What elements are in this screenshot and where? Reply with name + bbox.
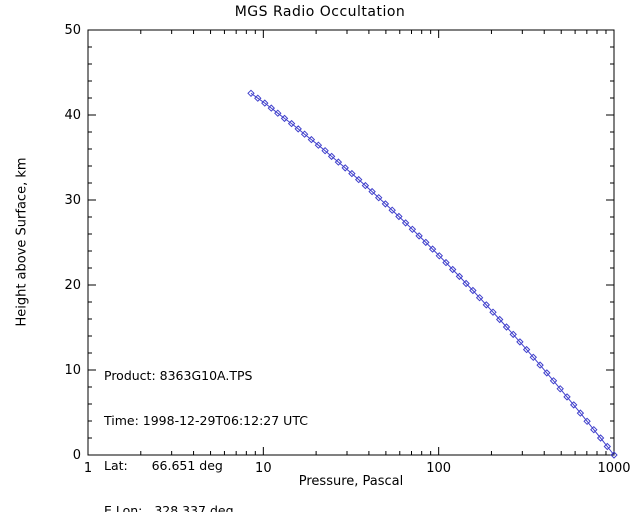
data-marker [556,385,564,393]
annotation-line-elon: E Lon: 328.337 deg [104,503,234,512]
y-tick-label: 10 [64,363,81,378]
data-marker [267,104,276,112]
data-marker [415,232,423,240]
data-marker [509,330,517,339]
data-marker [334,158,343,166]
data-marker [247,89,255,98]
chart-title: MGS Radio Occultation [234,4,406,20]
annotation-line-lat: Lat: 66.651 deg [104,458,223,473]
y-tick-label: 20 [64,278,81,293]
data-marker [280,114,289,123]
data-marker [603,442,612,451]
y-tick-label: 50 [64,23,81,38]
data-marker [381,200,390,208]
data-marker [327,152,336,161]
data-marker [368,187,376,196]
y-tick-label: 40 [64,108,81,123]
data-marker [274,109,282,117]
data-marker [576,409,585,417]
x-tick-label: 10 [255,461,272,476]
plot-frame [87,29,615,456]
annotation-line-time: Time: 1998-12-29T06:12:27 UTC [104,413,308,428]
x-tick-label: 100 [426,461,451,476]
data-marker [354,175,363,184]
data-marker [610,451,618,459]
data-line [250,92,615,456]
y-axis-label: Height above Surface, km [14,157,30,327]
data-marker [261,99,269,107]
y-tick-label: 0 [73,448,81,463]
data-marker [254,94,262,102]
data-marker [502,323,511,331]
data-marker [549,377,558,385]
x-axis-label: Pressure, Pascal [298,474,404,489]
data-marker [395,212,403,221]
data-marker [529,353,538,362]
data-marker [536,361,544,369]
data-marker [522,345,531,354]
data-marker [321,146,329,155]
data-marker [307,135,316,144]
data-marker [435,252,444,260]
data-marker [482,301,491,309]
data-marker [563,393,571,401]
data-marker [495,315,504,324]
data-marker [287,119,296,128]
data-marker [442,258,450,267]
data-marker [294,125,302,133]
data-marker [428,245,437,253]
data-marker [596,434,605,442]
data-marker [341,164,349,172]
data-marker [569,401,578,409]
data-marker [543,369,551,377]
data-marker [455,272,464,281]
y-tick-label: 30 [64,193,81,208]
data-marker [516,338,524,346]
data-marker [448,265,457,274]
data-marker [401,219,410,227]
data-marker [489,308,497,316]
data-marker [300,130,309,138]
data-marker [348,169,356,178]
x-tick-label: 1 [84,461,92,476]
annotation-block: Product: 8363G10A.TPS Time: 1998-12-29T0… [104,338,308,512]
data-marker [469,286,477,295]
data-marker [583,417,591,426]
data-marker [475,293,484,302]
data-marker [590,425,598,434]
x-tick-label: 1000 [597,461,630,476]
data-marker [462,279,470,288]
data-marker [361,181,370,190]
data-marker [408,225,417,234]
data-marker [374,193,383,202]
data-marker [388,206,396,214]
data-marker [314,141,323,149]
annotation-line-product: Product: 8363G10A.TPS [104,368,253,383]
data-marker [422,238,430,247]
